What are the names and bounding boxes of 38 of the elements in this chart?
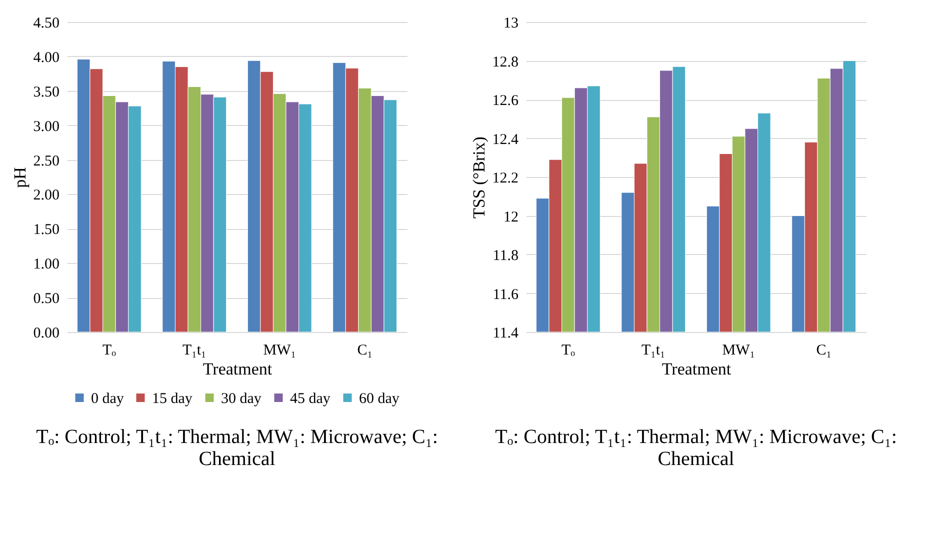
- x-tick-label: T₁t₁: [641, 342, 666, 358]
- y-tick-label: 11.8: [492, 248, 518, 264]
- text: Tₒ: Control; T₁t₁: Thermal; MW₁: Microwave; C₁: Chemical: [495, 426, 897, 470]
- x-axis-title: Treatment: [202, 360, 272, 378]
- y-tick-label: 12.6: [492, 93, 519, 109]
- y-tick-label: 2.50: [33, 153, 60, 170]
- legend-label: 60 day: [359, 390, 400, 407]
- y-tick-label: 2.00: [33, 188, 60, 204]
- y-tick-label: 1.50: [33, 222, 60, 238]
- y-axis-title: pH: [10, 167, 30, 188]
- y-tick-label: 13: [504, 16, 518, 32]
- y-tick-label: 12.8: [492, 54, 518, 70]
- x-tick-label: MW₁: [722, 342, 755, 358]
- y-tick-label: 12.2: [492, 170, 518, 186]
- x-tick-label: C₁: [816, 342, 832, 358]
- y-tick-label: 12: [504, 209, 518, 226]
- x-tick-label: Tₒ: [561, 342, 576, 358]
- x-tick-label: C₁: [357, 342, 372, 358]
- y-tick-label: 0.50: [33, 291, 60, 308]
- y-axis-title: TSS (°Brix): [469, 136, 488, 218]
- y-tick-label: 4.00: [33, 50, 60, 66]
- y-tick-label: 11.6: [492, 286, 519, 303]
- x-axis-title: Treatment: [662, 360, 732, 378]
- x-tick-label: Tₒ: [102, 342, 117, 358]
- y-tick-label: 3.50: [33, 84, 60, 100]
- y-tick-label: 0.00: [33, 326, 60, 342]
- legend-label: 30 day: [221, 390, 262, 407]
- y-tick-label: 11.4: [492, 326, 519, 342]
- x-tick-label: MW₁: [263, 342, 296, 358]
- legend-label: 15 day: [152, 390, 193, 407]
- y-tick-label: 3.00: [33, 118, 60, 135]
- legend-label: 45 day: [290, 390, 331, 407]
- text: Tₒ: Control; T₁t₁: Thermal; MW₁: Microwave; C₁: Chemical: [36, 426, 438, 470]
- x-tick-label: T₁t₁: [182, 342, 206, 358]
- y-tick-label: 12.4: [492, 132, 519, 148]
- y-tick-label: 4.50: [33, 16, 60, 32]
- legend-label: 0 day: [91, 390, 124, 407]
- y-tick-label: 1.00: [33, 256, 60, 273]
